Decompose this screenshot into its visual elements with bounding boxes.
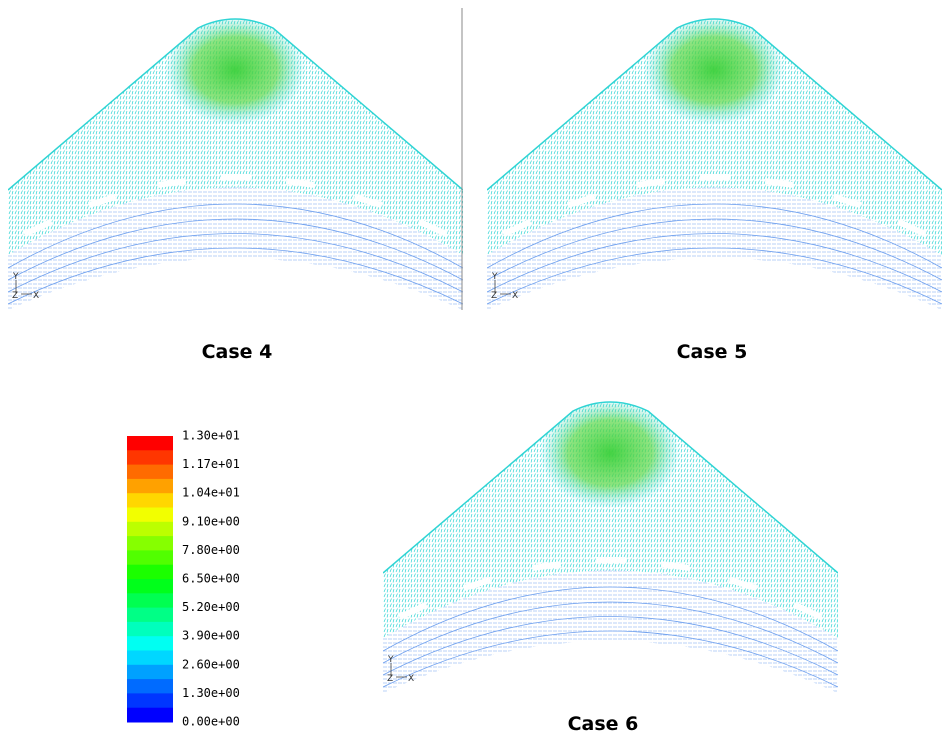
triad-label: X (512, 291, 518, 301)
colorbar-label: 1.30e+00 (182, 686, 240, 700)
figure: YZXYZXYZX Case 4 Case 5 Case 6 1.30e+011… (0, 0, 947, 749)
colorbar-swatch (127, 636, 173, 651)
vector-plot (383, 393, 838, 693)
colorbar-swatch (127, 508, 173, 523)
triad-label: Z (387, 674, 393, 684)
colorbar-swatch (127, 679, 173, 694)
colorbar-swatch (127, 608, 173, 623)
colorbar-label: 3.90e+00 (182, 629, 240, 643)
colorbar-label: 6.50e+00 (182, 572, 240, 586)
colorbar-swatch (127, 665, 173, 680)
colorbar-swatch (127, 622, 173, 637)
case-label: Case 5 (677, 341, 748, 363)
colorbar-label: 1.04e+01 (182, 486, 240, 500)
colorbar-swatch (127, 693, 173, 708)
colorbar-swatch (127, 450, 173, 465)
colorbar-swatch (127, 536, 173, 551)
case-label: Case 4 (202, 341, 273, 363)
colorbar-label: 2.60e+00 (182, 657, 240, 671)
colorbar-label: 0.00e+00 (182, 715, 240, 729)
triad-label: Y (12, 272, 19, 282)
colorbar-swatch (127, 593, 173, 608)
colorbar-label: 1.30e+01 (182, 429, 240, 443)
colorbar-label: 7.80e+00 (182, 543, 240, 557)
triad-label: Y (387, 655, 394, 665)
colorbar-swatch (127, 479, 173, 494)
colorbar-label: 9.10e+00 (182, 514, 240, 528)
colorbar-swatch (127, 465, 173, 480)
colorbar-label: 1.17e+01 (182, 457, 240, 471)
colorbar-swatch (127, 522, 173, 537)
triad-label: Z (491, 291, 497, 301)
triad-label: X (408, 674, 414, 684)
vector-plot (8, 10, 463, 310)
colorbar-swatch (127, 493, 173, 508)
colorbar-swatch (127, 651, 173, 666)
colorbar-swatch (127, 708, 173, 723)
colorbar-label: 5.20e+00 (182, 600, 240, 614)
colorbar-swatch (127, 579, 173, 594)
colorbar-swatch (127, 565, 173, 580)
triad-label: X (33, 291, 39, 301)
colorbar-swatch (127, 436, 173, 451)
triad-label: Z (12, 291, 18, 301)
colorbar: 1.30e+01 1.17e+01 1.04e+01 9.10e+00 7.80e+00… (127, 429, 240, 729)
case-label: Case 6 (568, 713, 639, 735)
triad-label: Y (491, 272, 498, 282)
vector-plot (487, 10, 942, 310)
colorbar-swatch (127, 550, 173, 565)
